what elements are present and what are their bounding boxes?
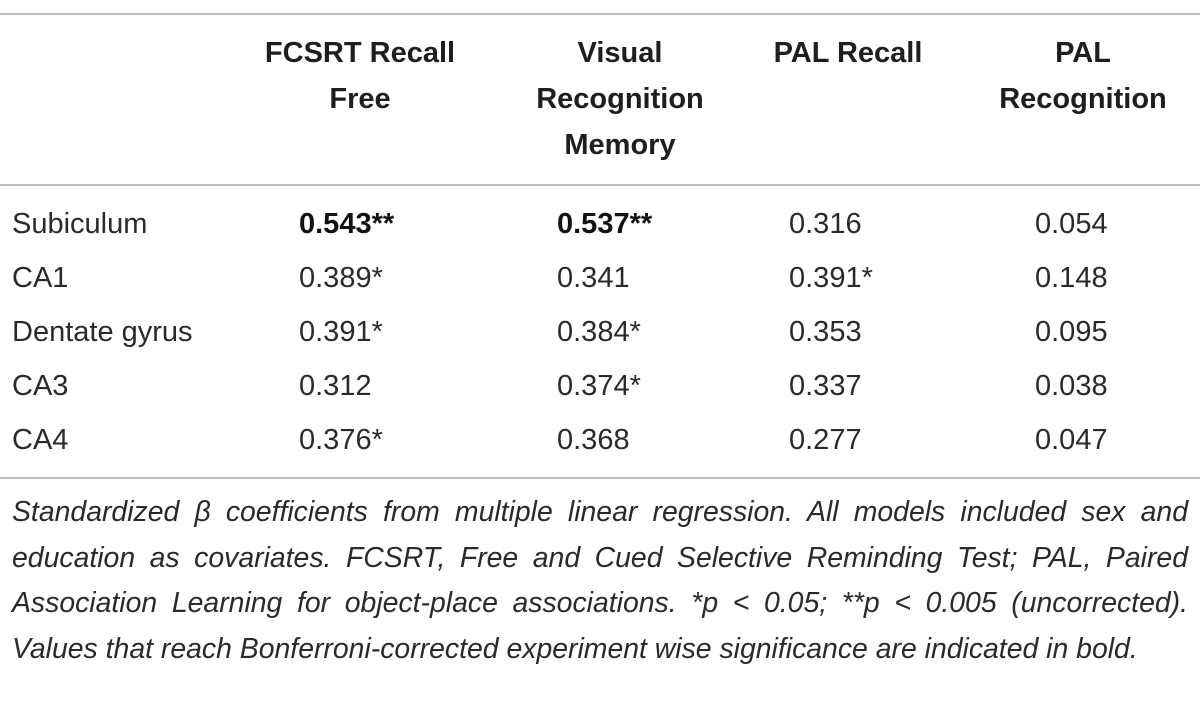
table-cell: 0.095 <box>1035 316 1108 348</box>
table-cell: 0.316 <box>789 208 862 240</box>
table-row: Subiculum 0.543** 0.537** 0.316 0.054 <box>0 197 1200 251</box>
table-cell: 0.374* <box>557 370 641 402</box>
table-cell: 0.353 <box>789 316 862 348</box>
row-label: CA4 <box>12 424 69 456</box>
table-cell: 0.391* <box>789 262 873 294</box>
table-cell: 0.277 <box>789 424 862 456</box>
table-row: CA1 0.389* 0.341 0.391* 0.148 <box>0 251 1200 305</box>
table-row: CA3 0.312 0.374* 0.337 0.038 <box>0 359 1200 413</box>
table-cell: 0.148 <box>1035 262 1108 294</box>
table-row: CA4 0.376* 0.368 0.277 0.047 <box>0 413 1200 467</box>
table-cell: 0.391* <box>299 316 383 348</box>
table-cell: 0.047 <box>1035 424 1108 456</box>
table-cell: 0.038 <box>1035 370 1108 402</box>
column-header-pal-recall: PAL Recall <box>773 37 923 69</box>
table-cell: 0.341 <box>557 262 630 294</box>
bottom-rule <box>0 477 1200 479</box>
header-rule <box>0 184 1200 186</box>
row-label: Subiculum <box>12 208 148 240</box>
table-cell: 0.368 <box>557 424 630 456</box>
table-cell: 0.312 <box>299 370 372 402</box>
table-cell: 0.376* <box>299 424 383 456</box>
table-cell: 0.337 <box>789 370 862 402</box>
table-cell: 0.054 <box>1035 208 1108 240</box>
table-cell: 0.384* <box>557 316 641 348</box>
table-footnote: Standardized β coefficients from multipl… <box>12 496 1188 665</box>
top-rule <box>0 13 1200 15</box>
row-label: CA3 <box>12 370 69 402</box>
table-row: Dentate gyrus 0.391* 0.384* 0.353 0.095 <box>0 305 1200 359</box>
column-header-visual-recognition-memory: Visual Recognition Memory <box>536 37 704 161</box>
table-cell: 0.537** <box>557 208 653 240</box>
column-header-pal-recognition: PAL Recognition <box>999 37 1167 115</box>
table-cell: 0.543** <box>299 208 395 240</box>
column-header-fcsrt-recall-free: FCSRT Recall Free <box>264 37 456 115</box>
row-label: CA1 <box>12 262 69 294</box>
table-cell: 0.389* <box>299 262 383 294</box>
row-label: Dentate gyrus <box>12 316 193 348</box>
